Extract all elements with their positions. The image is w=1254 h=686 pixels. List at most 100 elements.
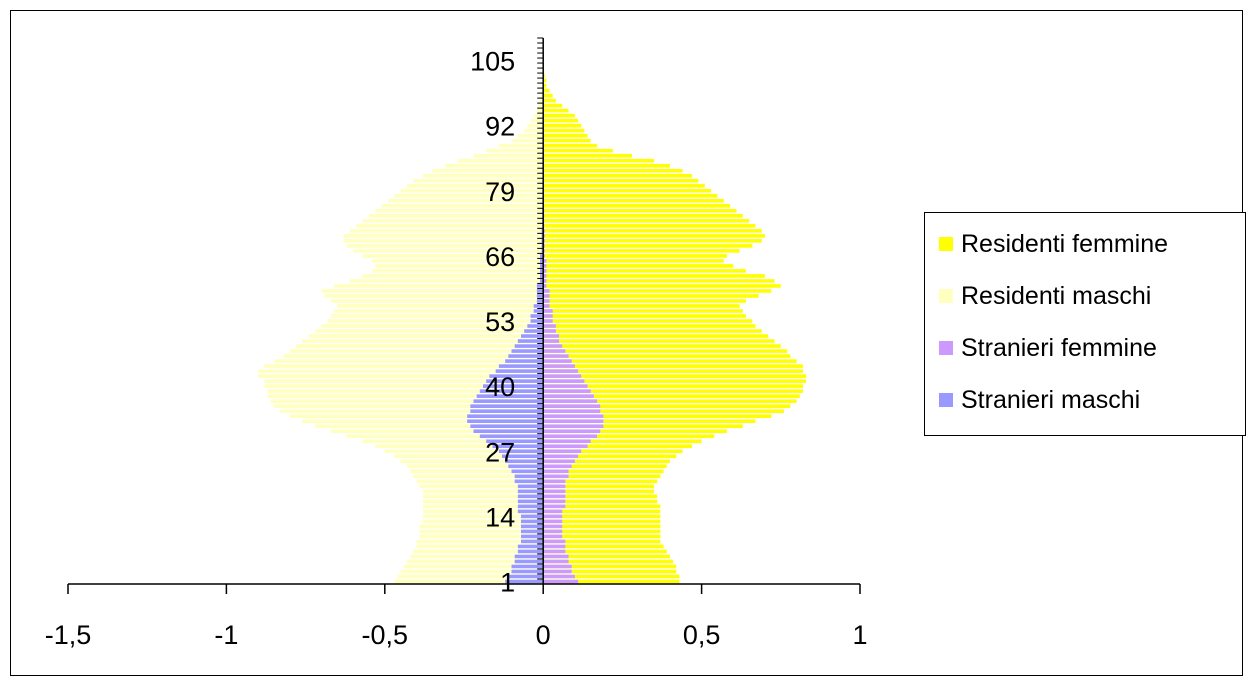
bar-stranieri-maschi-age-65 bbox=[540, 259, 544, 263]
bar-stranieri-femmine-age-40 bbox=[543, 384, 588, 388]
bar-residenti-femmine-age-45 bbox=[543, 359, 797, 363]
bar-stranieri-femmine-age-39 bbox=[543, 389, 591, 393]
bar-residenti-maschi-age-37 bbox=[270, 399, 544, 403]
bar-residenti-femmine-age-80 bbox=[543, 183, 705, 188]
bar-stranieri-femmine-age-49 bbox=[543, 339, 560, 343]
x-tick-label: -0,5 bbox=[362, 620, 409, 650]
bar-residenti-femmine-age-4 bbox=[543, 564, 677, 569]
bar-residenti-femmine-age-84 bbox=[543, 163, 670, 168]
bar-stranieri-maschi-age-67 bbox=[541, 249, 544, 253]
bar-residenti-maschi-age-83 bbox=[432, 168, 544, 173]
bar-residenti-femmine-age-1 bbox=[543, 579, 680, 584]
bar-stranieri-maschi-age-31 bbox=[473, 429, 544, 434]
bar-residenti-maschi-age-38 bbox=[267, 394, 544, 398]
bar-stranieri-maschi-age-18 bbox=[517, 494, 544, 499]
bar-residenti-maschi-age-66 bbox=[362, 254, 544, 258]
bar-stranieri-maschi-age-69 bbox=[541, 239, 544, 243]
bar-residenti-femmine-age-34 bbox=[543, 414, 772, 418]
bar-residenti-maschi-age-9 bbox=[416, 539, 544, 544]
bar-residenti-maschi-age-46 bbox=[283, 354, 544, 358]
bar-stranieri-maschi-age-70 bbox=[541, 234, 544, 238]
bar-residenti-maschi-age-92 bbox=[527, 123, 544, 128]
bar-residenti-maschi-age-42 bbox=[258, 374, 544, 378]
bar-residenti-femmine-age-26 bbox=[543, 454, 677, 459]
bar-stranieri-maschi-age-60 bbox=[536, 284, 544, 288]
bar-residenti-maschi-age-84 bbox=[444, 163, 544, 168]
bar-stranieri-femmine-age-41 bbox=[543, 379, 585, 383]
bar-residenti-femmine-age-62 bbox=[543, 274, 765, 278]
bar-residenti-maschi-age-61 bbox=[349, 279, 544, 283]
bar-stranieri-maschi-age-49 bbox=[517, 339, 544, 343]
y-tick-label: 40 bbox=[485, 372, 515, 402]
y-tick-label: 53 bbox=[485, 307, 515, 337]
bar-residenti-femmine-age-69 bbox=[543, 239, 762, 243]
bar-stranieri-maschi-age-43 bbox=[495, 369, 544, 373]
bar-stranieri-maschi-age-37 bbox=[473, 399, 544, 403]
legend-swatch-residenti-maschi bbox=[939, 289, 953, 303]
bar-residenti-maschi-age-35 bbox=[280, 409, 544, 413]
bar-residenti-femmine-age-10 bbox=[543, 534, 661, 539]
bar-residenti-maschi-age-48 bbox=[296, 344, 544, 348]
bar-residenti-femmine-age-65 bbox=[543, 259, 724, 263]
bar-residenti-maschi-age-54 bbox=[330, 314, 544, 318]
bar-residenti-femmine-age-49 bbox=[543, 339, 775, 343]
y-tick-label: 14 bbox=[485, 502, 515, 532]
bar-residenti-maschi-age-56 bbox=[337, 304, 544, 308]
bar-residenti-femmine-age-2 bbox=[543, 574, 680, 579]
bar-stranieri-femmine-age-5 bbox=[543, 559, 569, 564]
bar-residenti-femmine-age-79 bbox=[543, 188, 712, 193]
bar-residenti-maschi-age-55 bbox=[334, 309, 544, 313]
bar-stranieri-femmine-age-2 bbox=[543, 574, 575, 579]
bar-residenti-femmine-age-35 bbox=[543, 409, 784, 413]
bar-stranieri-femmine-age-59 bbox=[543, 289, 550, 293]
bar-residenti-maschi-age-59 bbox=[321, 289, 544, 293]
y-tick-label: 79 bbox=[485, 177, 515, 207]
bar-stranieri-femmine-age-50 bbox=[543, 334, 560, 338]
bar-residenti-maschi-age-24 bbox=[406, 464, 544, 469]
bar-stranieri-femmine-age-51 bbox=[543, 329, 556, 333]
bar-stranieri-maschi-age-58 bbox=[536, 294, 544, 298]
bar-stranieri-maschi-age-50 bbox=[521, 334, 544, 338]
bar-residenti-femmine-age-89 bbox=[543, 138, 591, 143]
bar-residenti-femmine-age-81 bbox=[543, 178, 699, 183]
bar-residenti-femmine-age-55 bbox=[543, 309, 743, 313]
y-tick-label: 27 bbox=[485, 437, 515, 467]
bar-stranieri-femmine-age-54 bbox=[543, 314, 553, 318]
bar-residenti-femmine-age-21 bbox=[543, 479, 658, 484]
bar-residenti-femmine-age-12 bbox=[543, 524, 661, 529]
bar-residenti-maschi-age-44 bbox=[264, 364, 544, 368]
bar-residenti-femmine-age-76 bbox=[543, 204, 731, 208]
bar-stranieri-femmine-age-31 bbox=[543, 429, 601, 434]
bar-residenti-maschi-age-43 bbox=[258, 369, 544, 373]
bar-stranieri-maschi-age-15 bbox=[517, 509, 544, 514]
bar-residenti-femmine-age-41 bbox=[543, 379, 807, 383]
bar-residenti-maschi-age-71 bbox=[349, 229, 544, 233]
bar-stranieri-femmine-age-56 bbox=[543, 304, 550, 308]
bar-residenti-maschi-age-69 bbox=[343, 239, 544, 243]
bar-residenti-maschi-age-72 bbox=[356, 224, 544, 228]
legend-swatch-stranieri-maschi bbox=[939, 393, 953, 407]
bar-stranieri-femmine-age-53 bbox=[543, 319, 553, 323]
legend-label-residenti-maschi: Residenti maschi bbox=[961, 281, 1152, 310]
bar-residenti-femmine-age-16 bbox=[543, 504, 661, 509]
bar-residenti-maschi-age-32 bbox=[315, 424, 544, 429]
bar-residenti-femmine-age-15 bbox=[543, 509, 661, 514]
bar-stranieri-femmine-age-34 bbox=[543, 414, 604, 418]
bar-stranieri-femmine-age-18 bbox=[543, 494, 566, 499]
bar-residenti-femmine-age-91 bbox=[543, 128, 585, 133]
bar-residenti-maschi-age-89 bbox=[511, 138, 544, 143]
bar-stranieri-femmine-age-47 bbox=[543, 349, 566, 353]
bar-residenti-maschi-age-17 bbox=[422, 499, 544, 504]
bar-residenti-femmine-age-50 bbox=[543, 334, 769, 338]
bar-stranieri-maschi-age-47 bbox=[511, 349, 544, 353]
bar-residenti-femmine-age-18 bbox=[543, 494, 658, 499]
bar-residenti-maschi-age-18 bbox=[422, 494, 544, 499]
bar-stranieri-femmine-age-17 bbox=[543, 499, 566, 504]
bar-residenti-maschi-age-77 bbox=[387, 198, 544, 203]
bar-residenti-femmine-age-54 bbox=[543, 314, 746, 318]
legend-label-stranieri-femmine: Stranieri femmine bbox=[961, 333, 1157, 362]
bar-stranieri-femmine-age-25 bbox=[543, 459, 575, 464]
bar-stranieri-maschi-age-14 bbox=[521, 514, 544, 519]
bar-residenti-maschi-age-50 bbox=[308, 334, 544, 338]
